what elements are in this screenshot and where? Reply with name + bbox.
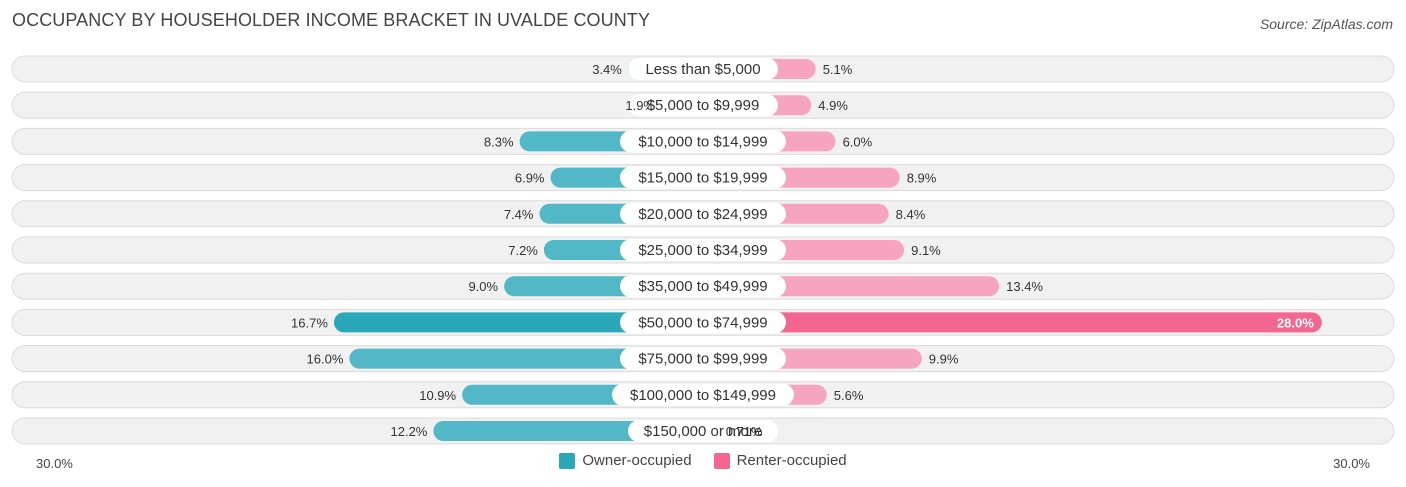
value-label-owner: 16.7% [291,315,328,330]
legend-swatch-owner [559,452,576,469]
value-label-owner: 3.4% [592,62,622,77]
value-label-owner: 6.9% [515,171,545,186]
category-label: $150,000 or more [644,423,762,440]
value-label-owner: 9.0% [468,279,498,294]
value-label-renter: 9.9% [929,352,959,367]
value-label-owner: 1.9% [625,98,655,113]
value-label-renter: 6.0% [843,134,873,149]
axis-label-left: 30.0% [36,456,73,471]
category-label-box [628,420,778,442]
category-label-box [620,202,786,225]
category-label: $25,000 to $34,999 [638,242,767,259]
bar-owner [333,312,713,333]
value-label-renter: 9.1% [911,243,941,258]
value-label-owner: 16.0% [307,352,344,367]
category-label-box [620,166,786,189]
category-label-box [620,130,786,153]
legend-label-renter: Renter-occupied [736,452,847,469]
legend-label-owner: Owner-occupied [582,452,692,469]
category-label: $100,000 to $149,999 [630,387,776,404]
category-label: $50,000 to $74,999 [638,314,767,331]
value-label-owner: 8.3% [484,134,514,149]
value-label-renter: 0.71% [726,424,763,439]
category-label-box [612,383,794,406]
chart-source: Source: ZipAtlas.com [1259,16,1393,32]
category-label-box [620,275,786,298]
value-label-owner: 12.2% [391,424,428,439]
category-label: Less than $5,000 [645,61,760,78]
category-label-box [628,58,778,80]
value-label-owner: 7.4% [504,207,534,222]
axis-label-right: 30.0% [1333,456,1370,471]
value-label-owner: 7.2% [508,243,538,258]
value-label-renter: 8.4% [896,207,926,222]
value-label-renter: 5.1% [823,62,853,77]
value-label-renter: 13.4% [1006,279,1043,294]
category-label-box [620,239,786,261]
category-label: $5,000 to $9,999 [647,97,760,114]
legend-item-renter: Renter-occupied [713,452,847,469]
value-label-renter: 4.9% [818,98,848,113]
value-label-owner: 10.9% [419,388,456,403]
chart-title: OCCUPANCY BY HOUSEHOLDER INCOME BRACKET … [12,10,651,30]
bar-renter [693,312,1322,333]
value-label-renter: 28.0% [1277,315,1314,330]
category-label: $75,000 to $99,999 [638,351,767,368]
legend-item-owner: Owner-occupied [559,452,692,469]
category-label: $10,000 to $14,999 [638,133,767,150]
legend-swatch-renter [713,452,730,469]
value-label-renter: 8.9% [907,171,937,186]
category-label-box [620,347,786,370]
category-label: $15,000 to $19,999 [638,170,767,187]
category-label: $20,000 to $24,999 [638,206,767,223]
category-label: $35,000 to $49,999 [638,278,767,295]
category-label-box [620,311,786,334]
chart-legend: Owner-occupied Renter-occupied [0,452,1406,469]
category-label-box [628,94,778,117]
value-label-renter: 5.6% [834,388,864,403]
